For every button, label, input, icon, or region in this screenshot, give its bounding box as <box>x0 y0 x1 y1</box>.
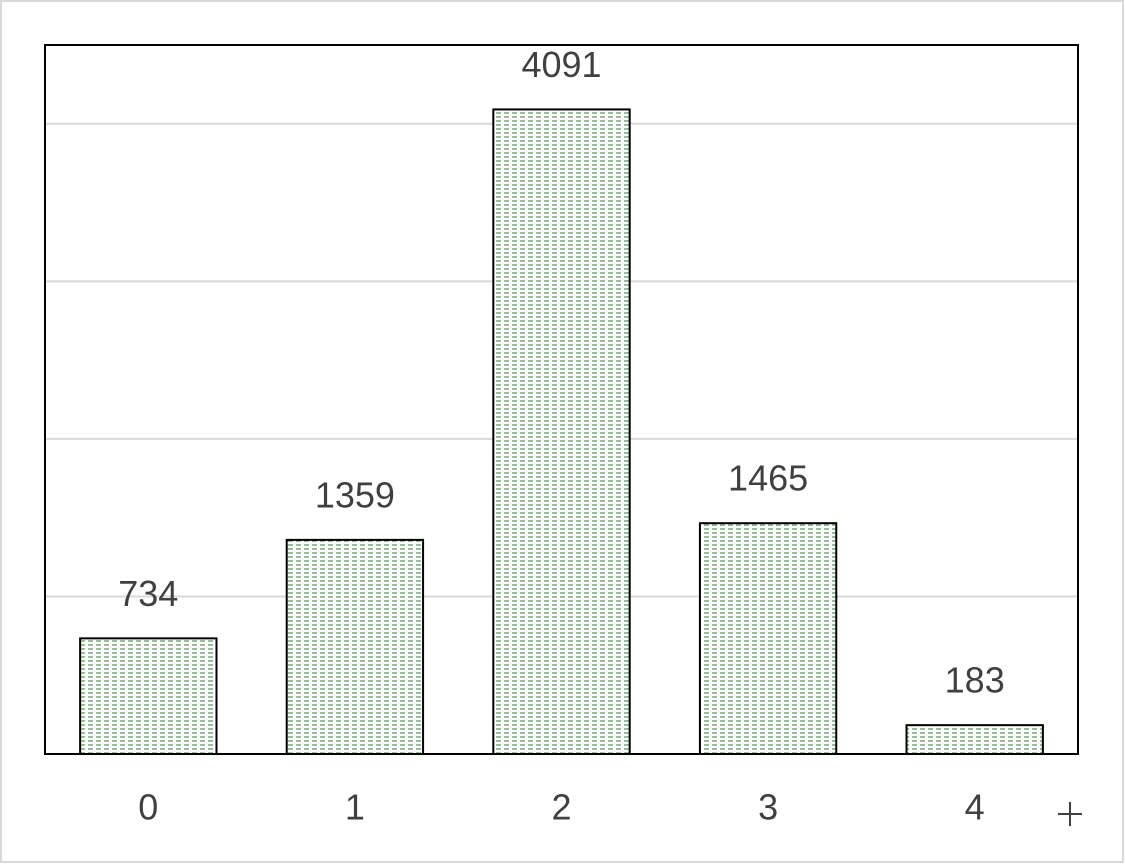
bar <box>285 538 425 756</box>
x-tick-label: 0 <box>138 787 158 828</box>
bar <box>79 637 218 756</box>
data-label: 1359 <box>315 474 395 515</box>
bar <box>492 108 631 755</box>
add-icon[interactable] <box>1058 802 1082 826</box>
x-tick-label: 3 <box>758 787 778 828</box>
data-label: 734 <box>118 573 178 614</box>
data-label: 1465 <box>728 458 808 499</box>
plot-area: 0 734 1 1359 2 4091 3 1465 4 183 <box>45 44 1078 828</box>
plot-frame <box>44 44 1079 755</box>
bar <box>698 522 838 755</box>
x-tick-label: 4 <box>965 787 985 828</box>
data-label: 183 <box>945 660 1005 701</box>
data-label: 4091 <box>521 44 601 85</box>
bar <box>905 724 1044 756</box>
x-tick-label: 2 <box>551 787 571 828</box>
x-tick-label: 1 <box>345 787 365 828</box>
